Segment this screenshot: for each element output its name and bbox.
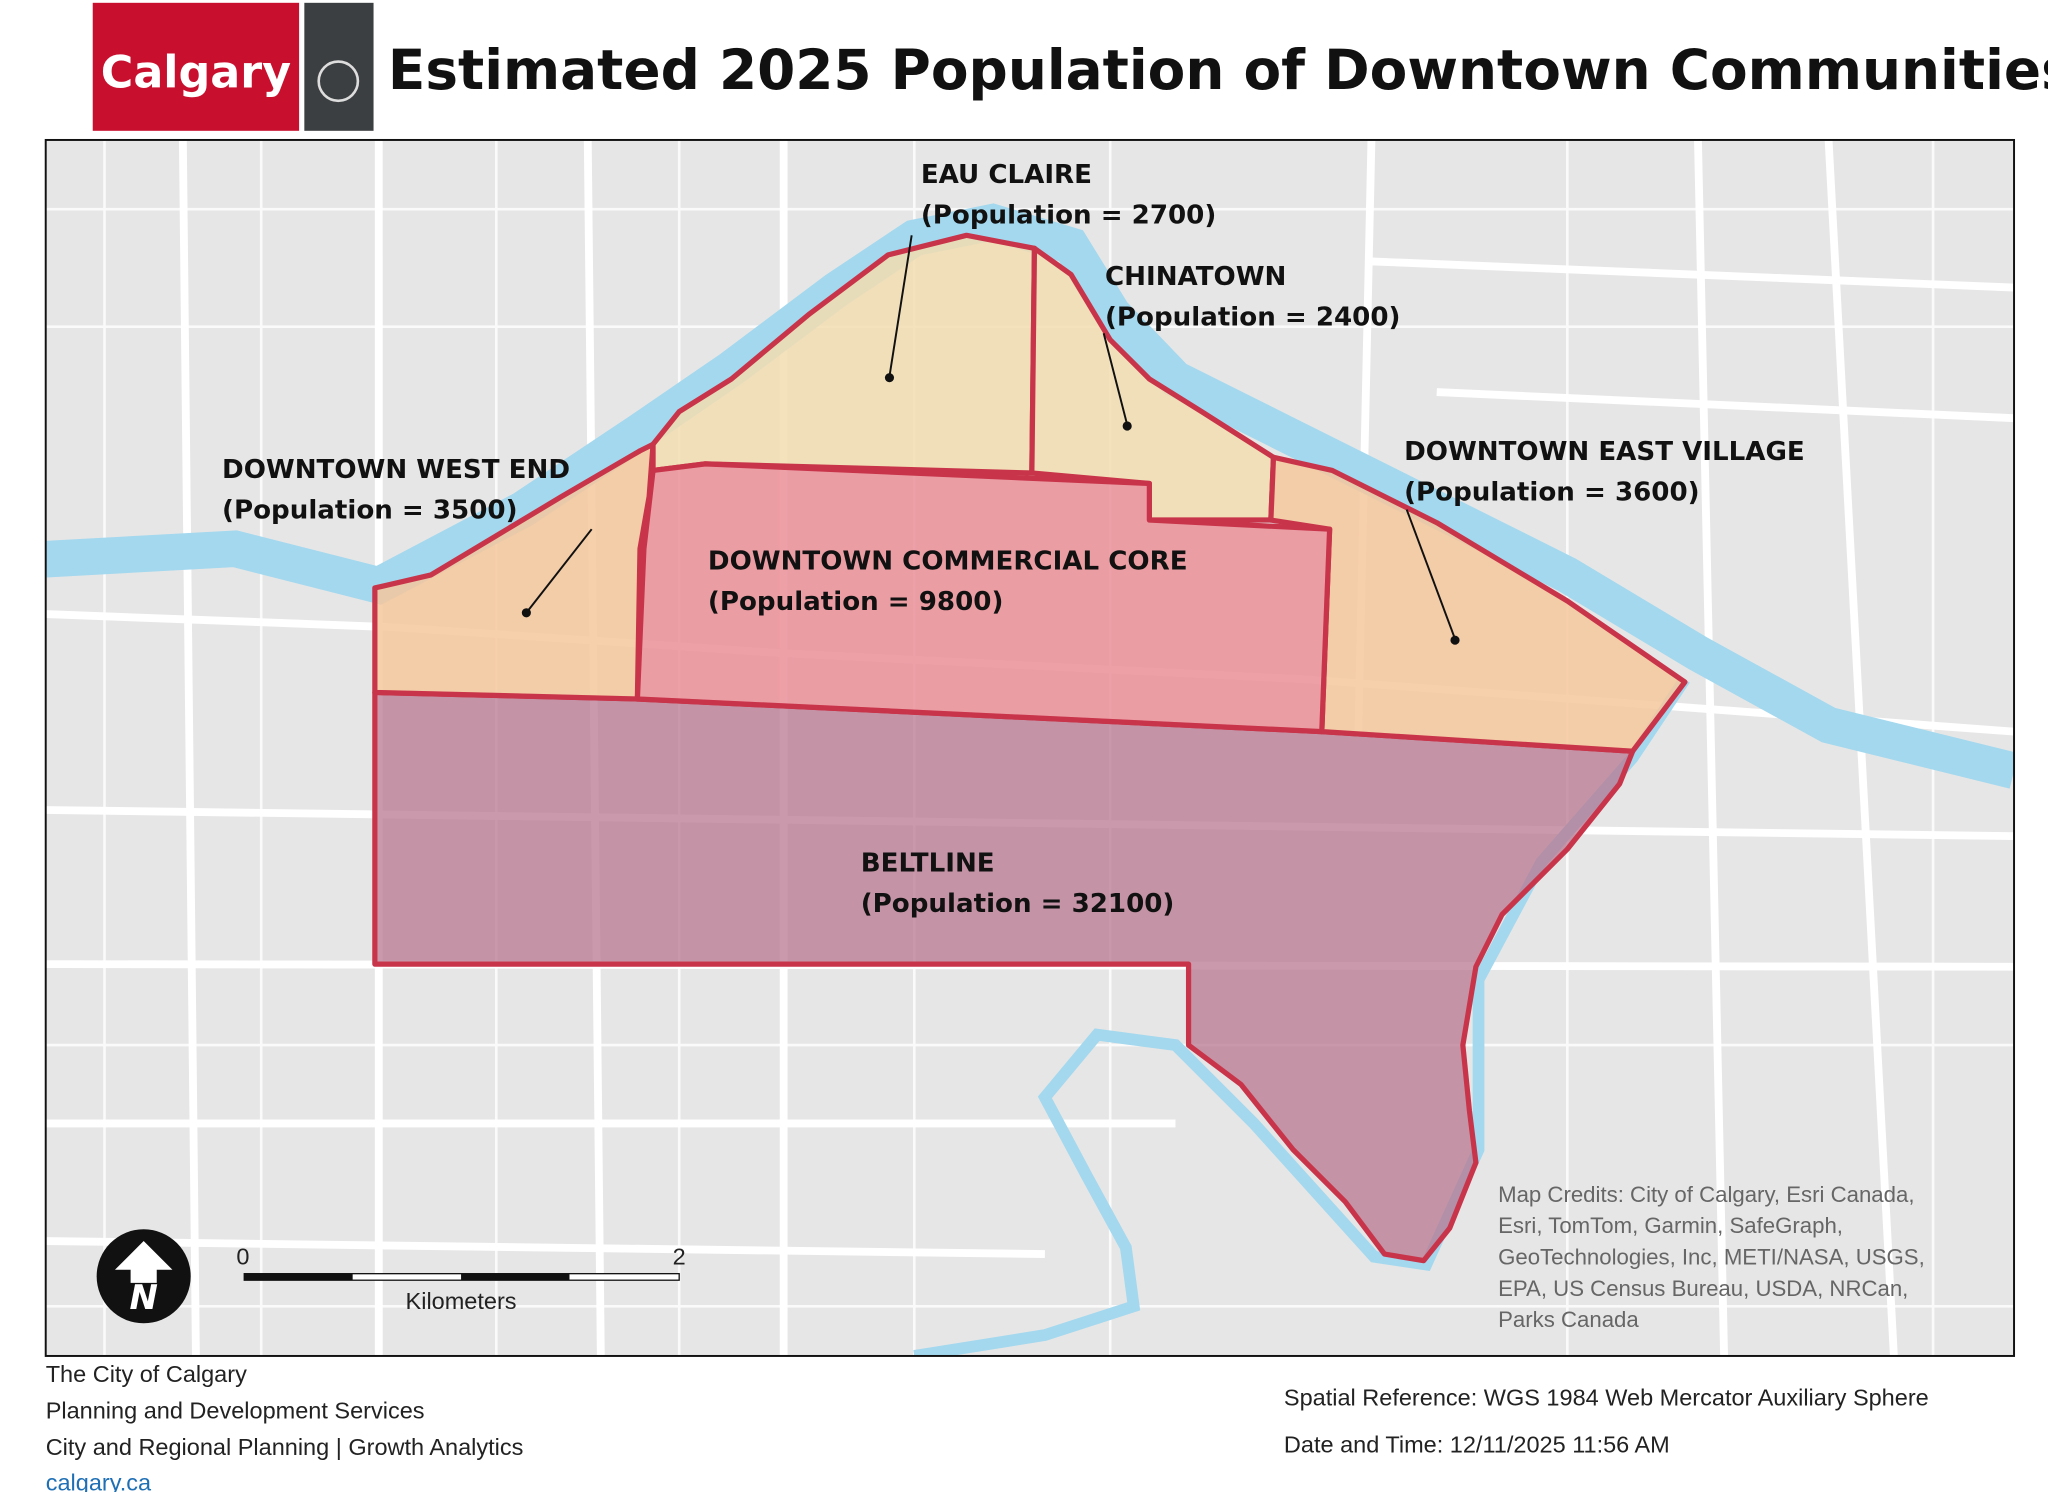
community-name: CHINATOWN [1105,262,1286,292]
bow-river [45,203,2015,789]
community-name: DOWNTOWN EAST VILLAGE [1404,437,1805,467]
community-name: EAU CLAIRE [921,160,1092,190]
population-label: (Population = 2400) [1105,302,1400,332]
map: EAU CLAIRE (Population = 2700) CHINATOWN (P… [45,139,2015,1356]
communities [372,232,1688,1264]
title: Estimated 2025 Population of Downtown Co… [388,38,2048,102]
north-arrow-head [114,1241,173,1283]
population-label: (Population = 3500) [222,496,517,526]
website-link[interactable]: calgary.ca [46,1469,152,1492]
footer-left-line: The City of Calgary [46,1361,247,1387]
population-label: (Population = 2700) [921,201,1216,231]
east-village-area [1268,454,1688,754]
credit-line: Parks Canada [1498,1307,1639,1332]
credits: Map Credits: City of Calgary, Esri Canad… [1498,1182,1925,1332]
dots [521,373,1460,645]
scale-segment [244,1273,353,1281]
scale-start: 0 [236,1244,249,1270]
population-label: (Population = 9800) [708,587,1003,617]
leaders [525,235,1456,640]
population-label: (Population = 32100) [861,889,1175,919]
footer-left-line: City and Regional Planning | Growth Anal… [46,1434,524,1460]
leader-line [1102,333,1129,425]
logo-box [92,2,300,131]
leader-line [525,528,593,614]
credit-line: EPA, US Census Bureau, USDA, NRCan, [1498,1276,1908,1301]
community-name: DOWNTOWN WEST END [222,455,570,485]
scale-unit: Kilometers [406,1288,517,1314]
footer: The City of Calgary Planning and Developm… [46,1361,1929,1460]
footer-left-line: Planning and Development Services [46,1398,425,1424]
population-label: (Population = 3600) [1404,477,1699,507]
scale-end: 2 [673,1244,686,1270]
community-labels: EAU CLAIRE (Population = 2700) CHINATOWN (P… [222,160,1805,919]
label-dot [521,608,531,618]
north-label: N [129,1278,157,1318]
logo-text: Calgary [101,48,291,99]
crest-box [304,2,374,131]
leader-line [1405,509,1456,640]
beltline-area [372,689,1636,1264]
credit-line: Map Credits: City of Calgary, Esri Canad… [1498,1182,1914,1207]
commercial-core-area [634,461,1333,735]
community-name: DOWNTOWN COMMERCIAL CORE [708,547,1188,577]
crest-icon [317,60,360,103]
label-dot [884,373,895,383]
elbow-river [913,676,1690,1356]
footer-right-line: Date and Time: 12/11/2025 11:56 AM [1284,1432,1670,1458]
leader-line [888,235,913,377]
credit-line: Esri, TomTom, Garmin, SafeGraph, [1498,1213,1843,1238]
scale-segment [461,1273,570,1281]
label-dot [1122,421,1132,431]
footer-right-line: Spatial Reference: WGS 1984 Web Mercator… [1284,1385,1929,1411]
community-name: BELTLINE [861,848,995,878]
credit-line: GeoTechnologies, Inc, METI/NASA, USGS, [1498,1245,1925,1270]
map-frame [44,138,2016,1357]
label-dot [1450,635,1460,645]
